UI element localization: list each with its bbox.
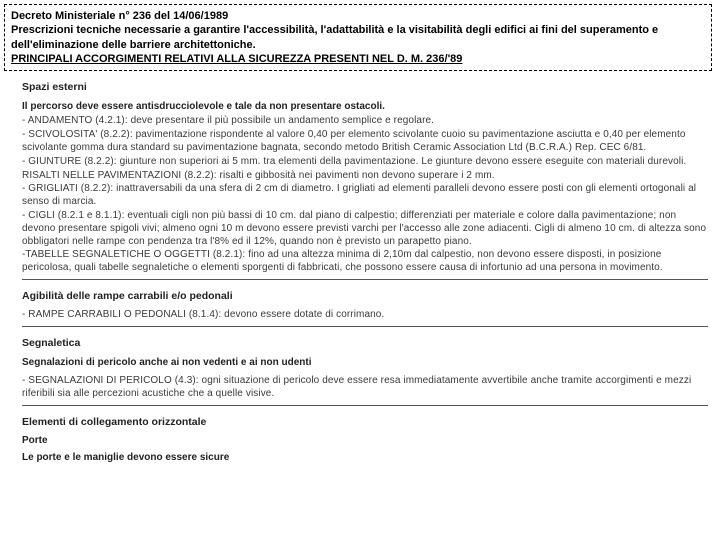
section-segnaletica: Segnaletica bbox=[22, 337, 708, 350]
para-tabelle: -TABELLE SEGNALETICHE O OGGETTI (8.2.1):… bbox=[22, 249, 708, 275]
decree-principali: PRINCIPALI ACCORGIMENTI RELATIVI ALLA SI… bbox=[11, 52, 705, 66]
title-prefix: Decreto Ministeriale bbox=[11, 10, 116, 22]
decree-title: Decreto Ministeriale n° 236 del 14/06/19… bbox=[11, 9, 705, 23]
segnalazioni-subhead: Segnalazioni di pericolo anche ai non ve… bbox=[22, 357, 708, 370]
separator bbox=[22, 326, 708, 327]
porte-subhead: Porte bbox=[22, 435, 708, 448]
section-rampe: Agibilità delle rampe carrabili e/o pedo… bbox=[22, 290, 708, 303]
para-rampe: - RAMPE CARRABILI O PEDONALI (8.1.4): de… bbox=[22, 309, 708, 322]
separator bbox=[22, 405, 708, 406]
para-risalti: RISALTI NELLE PAVIMENTAZIONI (8.2.2): ri… bbox=[22, 170, 708, 183]
separator bbox=[22, 279, 708, 280]
section-spazi-esterni: Spazi esterni bbox=[22, 81, 708, 94]
header-box: Decreto Ministeriale n° 236 del 14/06/19… bbox=[4, 4, 712, 71]
section-elementi: Elementi di collegamento orizzontale bbox=[22, 416, 708, 429]
porte-maniglie-subhead: Le porte e le maniglie devono essere sic… bbox=[22, 452, 708, 465]
para-segnalazioni: - SEGNALAZIONI DI PERICOLO (4.3): ogni s… bbox=[22, 375, 708, 401]
decree-description: Prescrizioni tecniche necessarie a garan… bbox=[11, 23, 705, 52]
title-suffix: n° 236 del 14/06/1989 bbox=[116, 10, 229, 22]
para-cigli: - CIGLI (8.2.1 e 8.1.1): eventuali cigli… bbox=[22, 210, 708, 248]
document-body: Spazi esterni Il percorso deve essere an… bbox=[0, 81, 720, 465]
para-scivolosita: - SCIVOLOSITA' (8.2.2): pavimentazione r… bbox=[22, 129, 708, 155]
para-giunture: - GIUNTURE (8.2.2): giunture non superio… bbox=[22, 156, 708, 169]
percorso-subhead: Il percorso deve essere antisdrucciolevo… bbox=[22, 101, 708, 114]
para-grigliati: - GRIGLIATI (8.2.2): inattraversabili da… bbox=[22, 183, 708, 209]
para-andamento: - ANDAMENTO (4.2.1): deve presentare il … bbox=[22, 115, 708, 128]
